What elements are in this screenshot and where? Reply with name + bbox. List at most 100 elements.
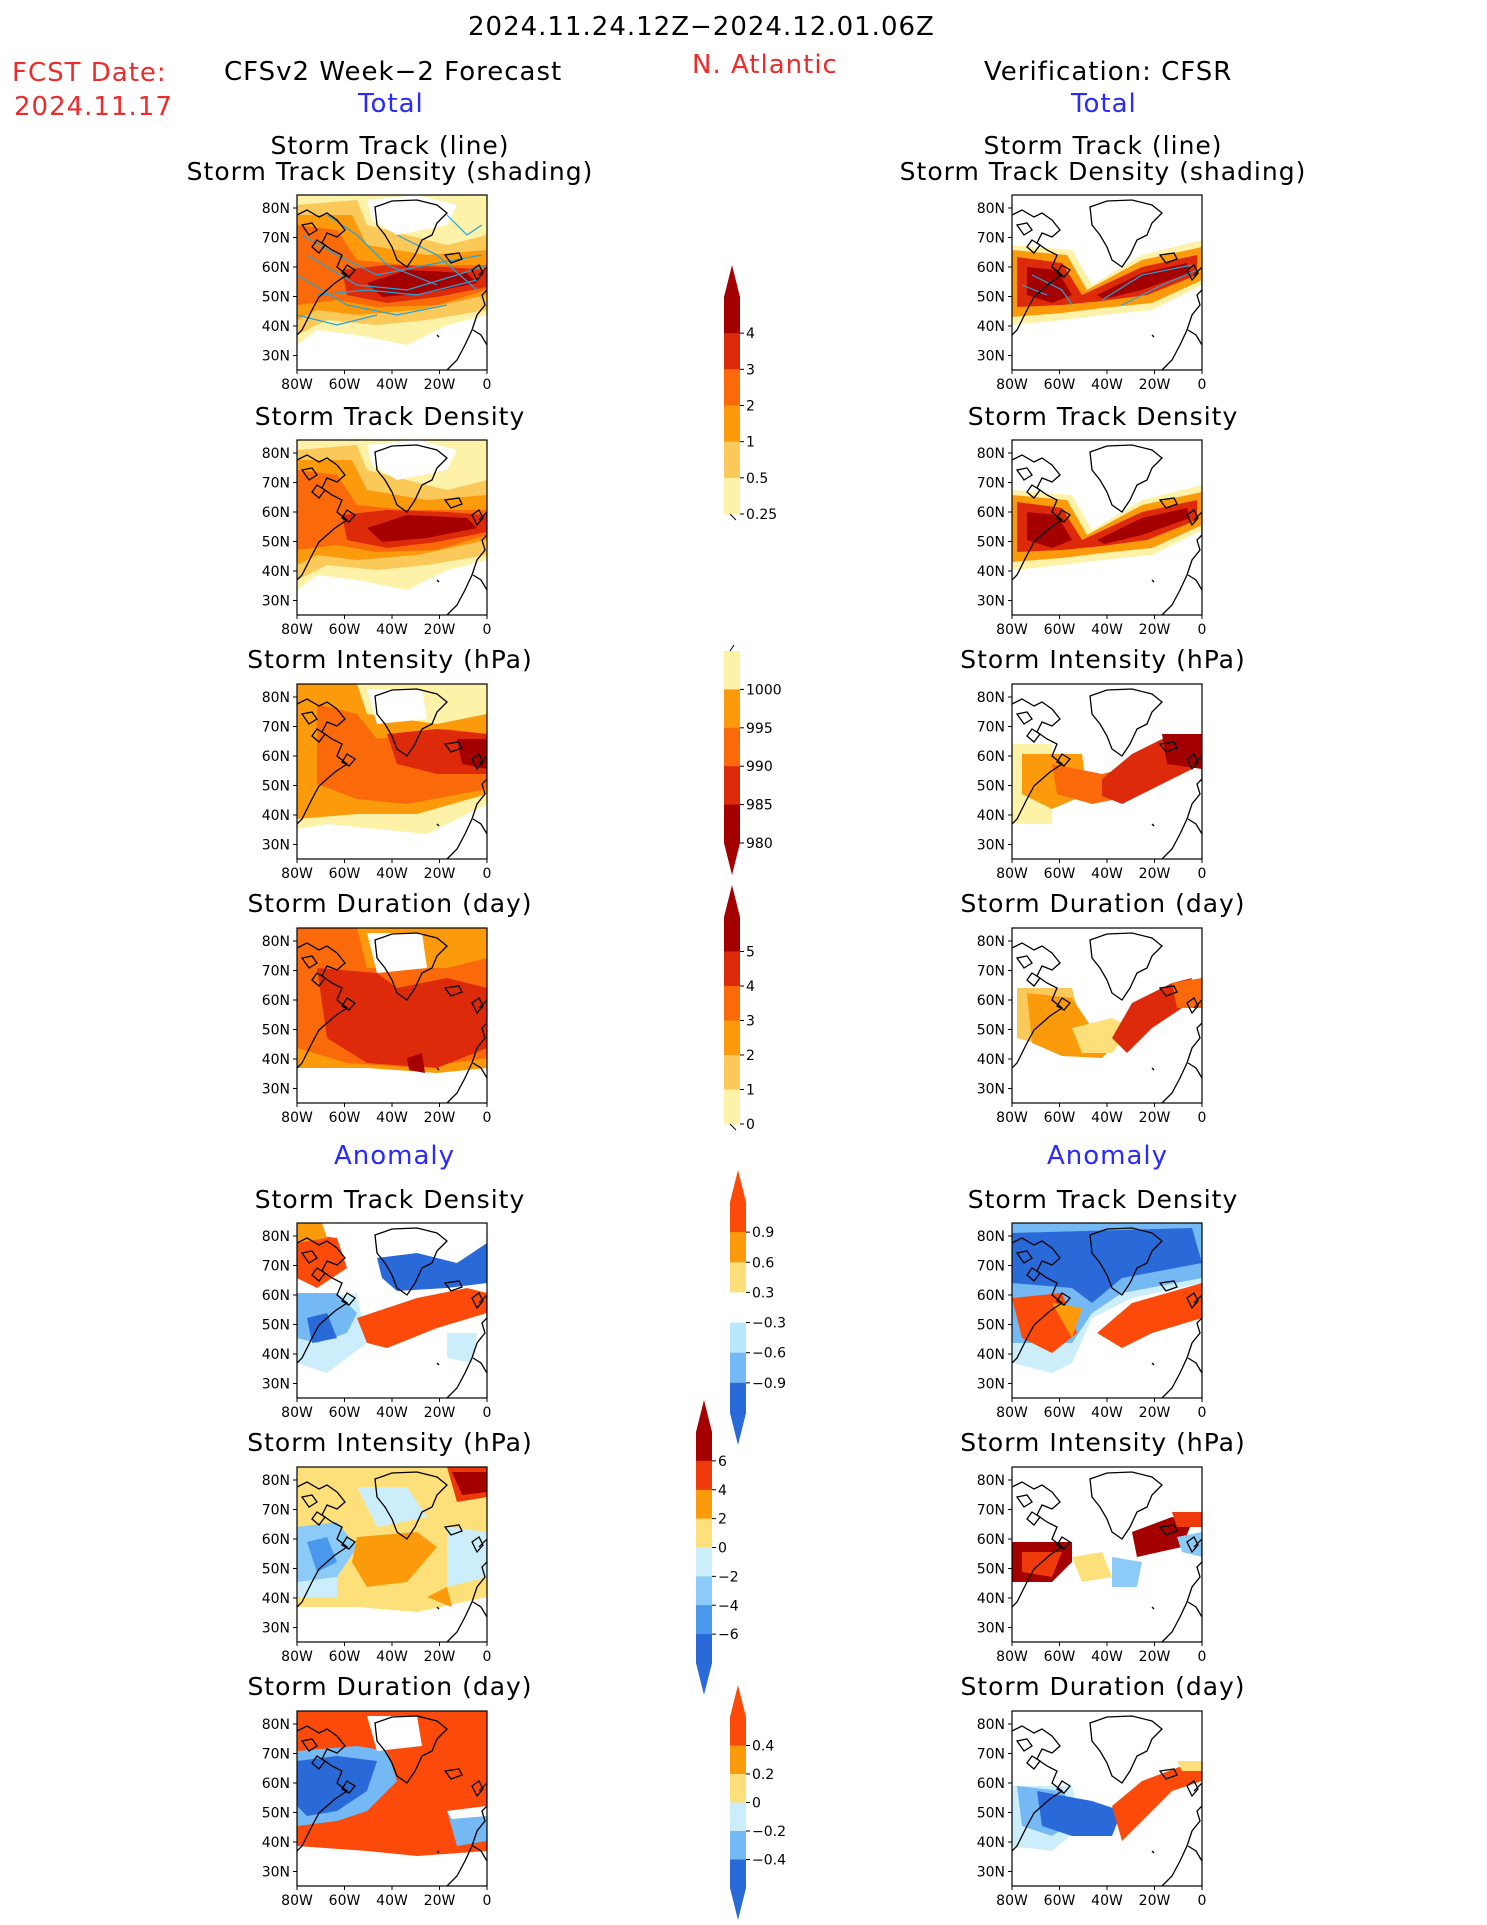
right-track-density-lat-label: 30N (977, 594, 1005, 610)
left-track-line-coastline-6 (471, 264, 484, 282)
right-duration-lat-label: 60N (977, 993, 1005, 1009)
colorbar-intensity-swatch (724, 689, 740, 729)
colorbar-intensity-anomaly-tick-label: −6 (718, 1627, 739, 1643)
left-anom-intensity-lon-label: 40W (376, 1649, 408, 1665)
left-anom-duration-lon-label: 80W (281, 1893, 313, 1909)
left-intensity-lon-label: 40W (376, 866, 408, 882)
colorbar-intensity-tick-label: 985 (746, 798, 773, 814)
colorbar-duration-anomaly-swatch (730, 1774, 746, 1803)
right-track-density-lon-label: 80W (996, 622, 1028, 638)
left-anom-intensity-shade-3 (307, 1537, 337, 1572)
left-track-line-lat-label: 50N (262, 290, 290, 306)
left-anom-duration-coastline-3 (311, 1755, 326, 1770)
colorbar-duration-tick-label: 1 (746, 1083, 755, 1099)
right-intensity-lon-label: 20W (1139, 866, 1171, 882)
left-intensity-coastline-3 (311, 728, 326, 743)
right-anom-intensity-coastline-6 (1186, 1536, 1199, 1554)
right-anom-density-coastline-5 (1158, 1280, 1178, 1292)
left-anom-density-coastline-3 (311, 1267, 326, 1282)
left-anom-intensity-title: Storm Intensity (hPa) (247, 1428, 533, 1457)
colorbar-intensity-tick-label: 995 (746, 721, 773, 737)
left-anom-duration-lat-label: 70N (262, 1747, 290, 1763)
right-track-density-coastline-0 (1089, 444, 1163, 513)
right-track-line-storm-track-2 (1121, 269, 1198, 306)
right-track-line-lon-label: 0 (1198, 377, 1207, 393)
right-anom-density-coastline-4 (1056, 1292, 1071, 1306)
left-intensity-coastline-8 (472, 818, 487, 835)
colorbar-intensity-anomaly-swatch (696, 1605, 712, 1635)
right-anom-intensity-coastline-0 (1089, 1471, 1163, 1540)
colorbar-duration-anomaly-swatch (730, 1802, 746, 1832)
right-anom-duration-lon-label: 0 (1198, 1893, 1207, 1909)
colorbar-duration-swatch (724, 951, 740, 987)
left-anom-intensity-shade-6 (452, 1472, 487, 1495)
left-anom-density-lon-label: 20W (424, 1405, 456, 1421)
right-track-density-lon-label: 40W (1091, 622, 1123, 638)
colorbar-track-density-swatch (724, 369, 740, 406)
right-intensity-map: 80N 70N 60N 50N 40N 30N 80W 60W 40W 20W 0 (977, 683, 1206, 882)
colorbar-intensity: 1000 995 990 985 980 (724, 644, 794, 875)
right-track-density-coastline-8 (1187, 574, 1202, 591)
right-intensity-lat-label: 40N (977, 808, 1005, 824)
left-duration-lon-label: 80W (281, 1110, 313, 1126)
right-track-line-lon-label: 40W (1091, 377, 1123, 393)
left-intensity-lat-label: 60N (262, 749, 290, 765)
left-anom-duration-coastline-6 (471, 1780, 484, 1798)
right-anom-intensity-lat-label: 70N (977, 1503, 1005, 1519)
left-track-line-coastline-3 (311, 239, 326, 254)
colorbar-duration-tick-label: 2 (746, 1048, 755, 1064)
left-track-line-coastline-1 (297, 209, 349, 336)
right-intensity-lat-label: 80N (977, 690, 1005, 706)
left-track-line-coastline-2 (300, 222, 318, 236)
right-intensity-coastline-3 (1026, 728, 1041, 743)
colorbar-track-density-swatch (724, 477, 740, 515)
left-track-density-coastline-6 (471, 509, 484, 527)
right-track-line-map: 80N 70N 60N 50N 40N 30N 80W 60W 40W 20W 0 (977, 194, 1206, 393)
colorbar-intensity-anomaly-swatch (696, 1432, 712, 1462)
left-intensity-coastline-5 (443, 741, 463, 753)
left-track-density-coastline-3 (311, 484, 326, 499)
right-track-density-coastline-3 (1026, 484, 1041, 499)
right-anom-density-lon-label: 60W (1044, 1405, 1076, 1421)
colorbar-duration-tick-label: 4 (746, 979, 755, 995)
colorbar-intensity-anomaly-swatch (696, 1489, 712, 1520)
right-intensity-coastline-9 (1151, 823, 1155, 827)
right-anom-density-lat-label: 70N (977, 1259, 1005, 1275)
left-track-density-lat-label: 80N (262, 446, 290, 462)
left-anom-density-coastline-8 (472, 1357, 487, 1374)
left-track-line-lat-label: 80N (262, 201, 290, 217)
left-track-line-coastline-0 (374, 199, 448, 268)
right-track-line-lat-label: 50N (977, 290, 1005, 306)
right-anom-density-lat-label: 50N (977, 1318, 1005, 1334)
right-anom-density-lon-label: 40W (1091, 1405, 1123, 1421)
left-intensity-coastline-1 (297, 698, 349, 825)
right-anom-duration-shade-4 (1177, 1761, 1202, 1771)
right-track-line-coastline-5 (1158, 252, 1178, 264)
left-track-density-title: Storm Track Density (254, 402, 526, 431)
right-track-line-coastline-9 (1151, 334, 1155, 338)
colorbar-duration-anomaly-swatch (730, 1831, 746, 1860)
left-anom-intensity-coastline-5 (443, 1524, 463, 1536)
right-anom-intensity-lat-label: 40N (977, 1591, 1005, 1607)
colorbar-track-density-tick-label: 0.25 (746, 507, 777, 523)
colorbar-intensity-tick-label: 990 (746, 759, 773, 775)
colorbar-density-anomaly: 0.9 0.6 0.3 −0.3 −0.6 −0.9 (730, 1170, 800, 1445)
left-anom-intensity-lon-label: 20W (424, 1649, 456, 1665)
left-anom-duration-shade-4 (367, 1716, 487, 1819)
right-anom-intensity-lon-label: 40W (1091, 1649, 1123, 1665)
left-track-line-title: Storm Track (line) (270, 131, 510, 160)
left-duration-lon-label: 20W (424, 1110, 456, 1126)
right-anom-duration-lon-label: 40W (1091, 1893, 1123, 1909)
right-anom-intensity-coastline-9 (1151, 1606, 1155, 1610)
right-anom-duration-shade-3 (1112, 1766, 1202, 1841)
left-anom-intensity-coastline-1 (297, 1481, 349, 1608)
colorbar-bottom-arrow (724, 843, 740, 875)
left-anom-duration-coastline-5 (443, 1768, 463, 1780)
right-track-density-lon-label: 20W (1139, 622, 1171, 638)
right-anom-intensity-lon-label: 60W (1044, 1649, 1076, 1665)
right-track-density-coastline-6 (1186, 509, 1199, 527)
left-track-line-coastline-5 (443, 252, 463, 264)
colorbar-density-anomaly-swatch (730, 1202, 746, 1233)
left-intensity-coastline-4 (341, 753, 356, 767)
left-intensity-coastline-7 (446, 755, 487, 859)
